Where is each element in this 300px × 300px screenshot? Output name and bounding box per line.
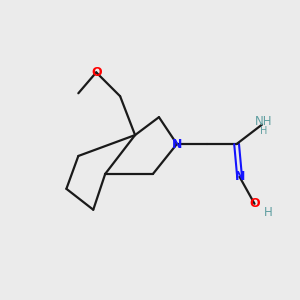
Text: H: H: [264, 206, 272, 219]
Text: N: N: [172, 137, 182, 151]
Text: O: O: [249, 197, 260, 210]
Text: NH: NH: [255, 115, 272, 128]
Text: H: H: [260, 126, 267, 136]
Text: O: O: [91, 66, 102, 79]
Text: N: N: [234, 170, 245, 183]
